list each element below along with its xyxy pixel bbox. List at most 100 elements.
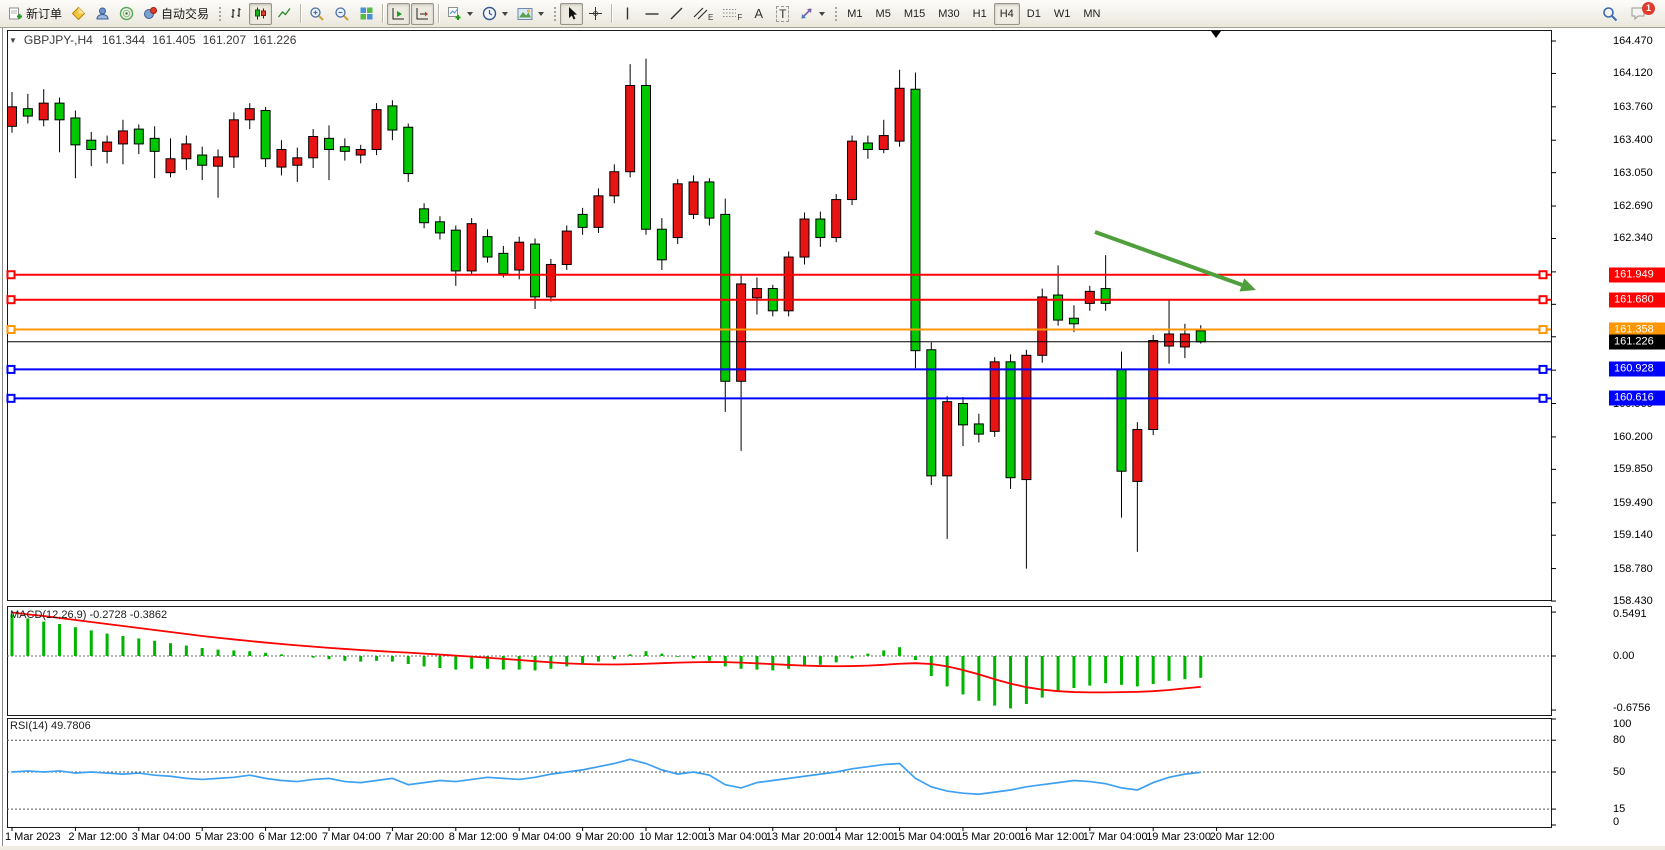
new-order-button[interactable]: 新订单	[4, 3, 66, 25]
text-label-tool-button[interactable]: T	[771, 3, 794, 25]
line-handle	[6, 270, 16, 280]
line-handle	[1538, 364, 1548, 374]
search-button[interactable]	[1598, 3, 1622, 25]
candle-body	[831, 199, 842, 239]
timeframe-h4[interactable]: H4	[993, 2, 1020, 25]
candle-body	[736, 283, 747, 382]
timeframe-h1[interactable]: H1	[972, 7, 987, 20]
profile-button[interactable]	[91, 3, 114, 25]
price-tick-label: 160.200	[1613, 430, 1653, 443]
price-tick-label: 164.120	[1613, 67, 1653, 80]
candle-body	[466, 223, 477, 272]
candle-body	[847, 140, 858, 201]
dropdown-caret	[467, 11, 474, 16]
zoom-out-button[interactable]	[330, 3, 354, 25]
search-icon	[1603, 6, 1618, 21]
low-value: 161.207	[202, 33, 247, 47]
candle-body	[1116, 368, 1127, 472]
timeframe-m15[interactable]: M15	[903, 7, 926, 20]
period-button[interactable]	[478, 3, 512, 25]
autotrade-label: 自动交易	[161, 7, 210, 21]
candle-body	[545, 263, 556, 298]
timeframe-m1[interactable]: M1	[847, 7, 863, 20]
chart-canvas[interactable]: ▼ GBPJPY-,H4 161.344 161.405 161.207 161…	[0, 28, 1665, 850]
text-tool-icon: A	[754, 6, 764, 21]
candle-body	[213, 156, 224, 167]
timeframe-m30[interactable]: M30	[938, 7, 960, 20]
macd-signal-line	[11, 611, 1201, 694]
candle-body	[1068, 317, 1079, 325]
equidistant-channel-tool-button[interactable]: E	[689, 3, 717, 25]
symbol-period-label: GBPJPY-,H4	[23, 33, 93, 47]
vertical-line-tool-button[interactable]	[616, 3, 639, 25]
candle-body	[815, 218, 826, 239]
candle-body	[86, 139, 97, 150]
toolbar-separator	[438, 4, 440, 23]
candle-body	[973, 423, 984, 435]
candle-body	[1084, 290, 1095, 304]
date-label: 2 Mar 12:00	[68, 831, 128, 843]
high-value: 161.405	[152, 33, 196, 47]
line-chart-type-button[interactable]	[273, 3, 296, 25]
cursor-tool-button[interactable]	[560, 2, 584, 25]
autotrade-icon	[144, 7, 158, 19]
text-tool-button[interactable]: A	[747, 3, 770, 25]
template-button[interactable]	[513, 3, 548, 25]
collapse-chart-icon[interactable]: ▼	[9, 35, 17, 45]
auto-scroll-button[interactable]	[387, 2, 411, 25]
horizontal-line-tool-button[interactable]	[640, 3, 664, 25]
price-tick-label: 162.690	[1613, 200, 1653, 213]
candle-body	[403, 126, 414, 175]
trendline-icon	[670, 7, 683, 20]
auto-scroll-icon	[392, 8, 405, 20]
fibonacci-icon	[723, 9, 737, 17]
fibonacci-tool-button[interactable]: F	[718, 3, 746, 25]
crosshair-tool-button[interactable]	[584, 3, 607, 25]
chart-shift-button[interactable]	[411, 2, 435, 25]
candle-body	[1132, 428, 1143, 482]
zoom-out-icon	[335, 6, 349, 21]
price-tick-label: 163.400	[1613, 134, 1653, 147]
autotrade-button[interactable]: 自动交易	[139, 3, 213, 25]
timeframe-w1[interactable]: W1	[1053, 7, 1071, 20]
timeframe-m5[interactable]: M5	[875, 7, 891, 20]
signals-button[interactable]	[115, 3, 138, 25]
candle-body	[1053, 294, 1064, 321]
candle-body	[1021, 354, 1032, 481]
candle-body	[54, 102, 65, 121]
candle-chart-type-button[interactable]	[249, 2, 273, 25]
date-label: 9 Mar 04:00	[512, 831, 571, 843]
pane-border-1	[7, 606, 1552, 716]
candle-body	[625, 85, 636, 173]
close-value: 161.226	[253, 33, 297, 47]
tile-windows-button[interactable]	[355, 3, 378, 25]
fibonacci-icon-suffix: F	[737, 13, 743, 22]
bar-chart-type-button[interactable]	[225, 3, 248, 25]
timeframe-d1[interactable]: D1	[1026, 7, 1041, 20]
line-price-badge: 161.358	[1609, 322, 1665, 338]
new-chart-button[interactable]	[443, 3, 477, 25]
toolbar-right-group: 1	[1598, 2, 1661, 25]
bid-price-badge: 161.226	[1609, 334, 1665, 350]
text-label-tool-icon: T	[776, 5, 790, 22]
notifications-button[interactable]: 1	[1626, 2, 1659, 25]
shapes-tool-button[interactable]	[795, 3, 829, 25]
line-handle	[6, 393, 16, 403]
metaeditor-button[interactable]	[67, 3, 90, 25]
date-label: 8 Mar 12:00	[448, 831, 508, 843]
line-handle	[1538, 325, 1548, 335]
zoom-in-button[interactable]	[305, 3, 329, 25]
vertical-line-icon	[626, 7, 629, 20]
candle-body	[878, 135, 889, 150]
rsi-tick-label: 100	[1613, 718, 1632, 730]
trendline-tool-button[interactable]	[665, 3, 688, 25]
chart-plot	[0, 28, 1665, 850]
line-handle	[1538, 295, 1548, 305]
candle-body	[672, 183, 683, 239]
template-icon	[517, 7, 533, 20]
candlestick-icon	[255, 7, 267, 20]
date-label: 5 Mar 23:00	[195, 831, 254, 843]
timeframe-mn[interactable]: MN	[1083, 7, 1101, 20]
price-tick-label: 164.470	[1613, 35, 1653, 47]
candle-body	[656, 228, 667, 261]
